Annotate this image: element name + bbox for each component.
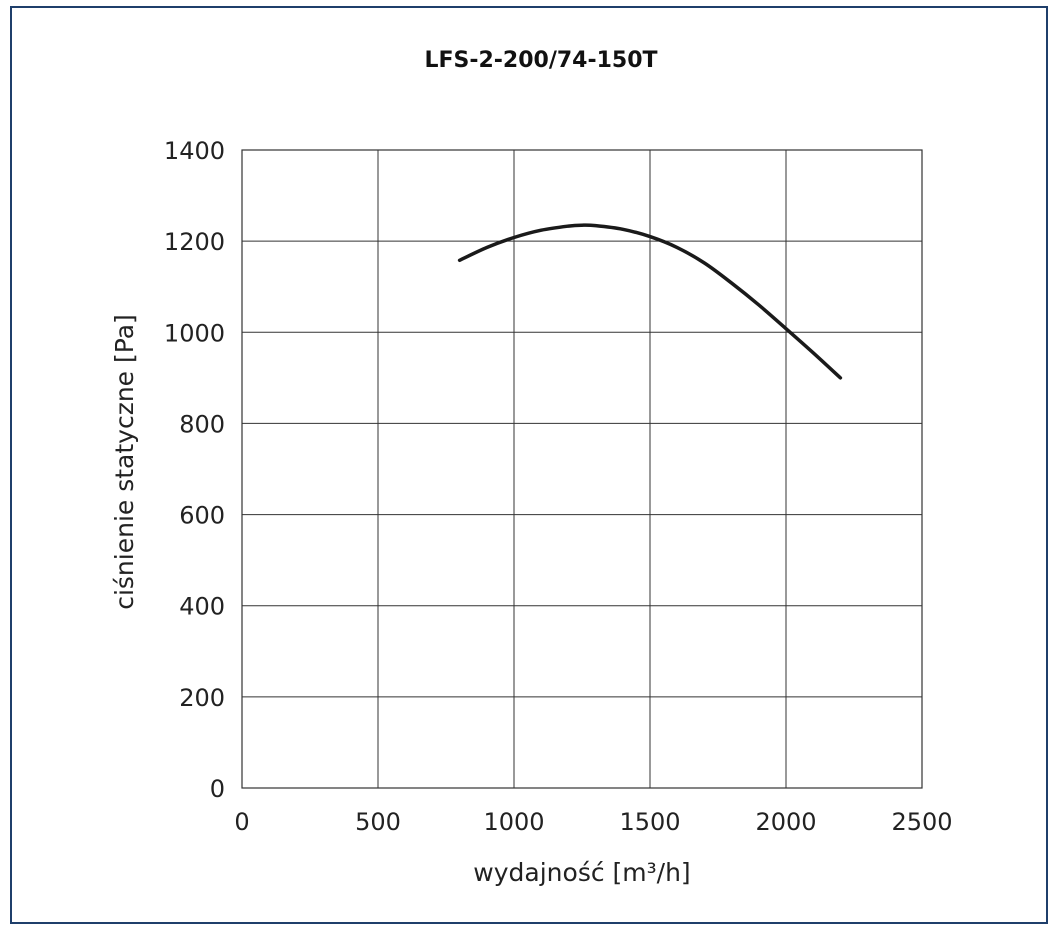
y-tick-label: 800 xyxy=(179,410,225,438)
series-line xyxy=(457,223,843,380)
x-axis-label: wydajność [m³/h] xyxy=(473,858,690,887)
y-tick-label: 200 xyxy=(179,684,225,712)
y-tick-label: 600 xyxy=(179,502,225,530)
x-tick-label: 1500 xyxy=(619,808,680,836)
y-axis-label: ciśnienie statyczne [Pa] xyxy=(110,314,139,610)
y-axis-ticks: 0 200 400 600 800 1000 1200 1400 xyxy=(164,137,225,803)
chart-frame xyxy=(10,6,1048,924)
plot-area xyxy=(241,149,923,789)
x-tick-label: 0 xyxy=(234,808,249,836)
x-tick-label: 500 xyxy=(355,808,401,836)
x-tick-label: 2000 xyxy=(755,808,816,836)
y-tick-label: 400 xyxy=(179,593,225,621)
chart-title: LFS-2-200/74-150T xyxy=(424,48,657,73)
x-tick-label: 2500 xyxy=(891,808,952,836)
x-axis-ticks: 0 500 1000 1500 2000 2500 xyxy=(234,808,952,836)
grid-layer xyxy=(241,149,923,789)
x-tick-label: 1000 xyxy=(483,808,544,836)
y-tick-label: 0 xyxy=(210,775,225,803)
y-tick-label: 1000 xyxy=(164,319,225,347)
y-tick-label: 1200 xyxy=(164,228,225,256)
y-tick-label: 1400 xyxy=(164,137,225,165)
